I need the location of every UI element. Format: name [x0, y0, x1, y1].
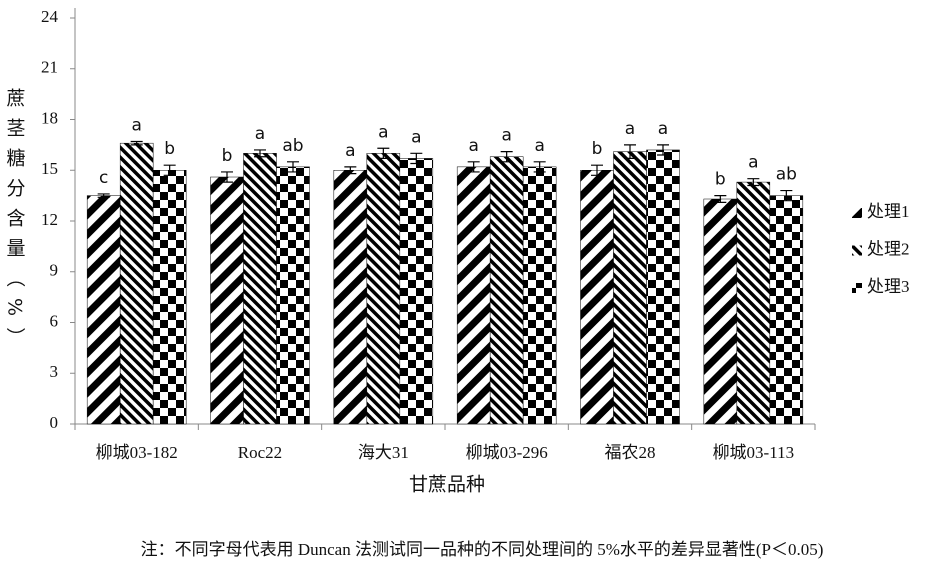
- significance-letter: a: [345, 141, 355, 161]
- legend-label: 处理3: [867, 277, 910, 296]
- significance-letter: b: [164, 139, 175, 159]
- significance-letter: a: [468, 136, 478, 156]
- legend-swatch: [852, 208, 862, 218]
- y-tick-label: 21: [41, 58, 58, 77]
- significance-letter: ab: [776, 165, 797, 185]
- y-tick-label: 12: [41, 210, 58, 229]
- bar: [366, 153, 401, 425]
- x-tick-label: 柳城03-182: [96, 443, 178, 462]
- error-bar: [747, 178, 760, 187]
- bar: [399, 158, 434, 425]
- y-tick-label: 6: [50, 311, 59, 330]
- x-tick-label: Roc22: [238, 443, 282, 462]
- note: 注：不同字母代表用 Duncan 法测试同一品种的不同处理间的 5%水平的差异显…: [141, 540, 824, 559]
- bar: [769, 195, 804, 425]
- bar: [703, 198, 738, 425]
- bar: [243, 153, 277, 425]
- bar: [456, 166, 491, 425]
- legend-swatch: [852, 245, 862, 256]
- significance-letter: a: [501, 126, 511, 146]
- significance-letter: a: [534, 136, 544, 156]
- significance-letter: b: [715, 170, 726, 190]
- y-axis-label: 蔗茎糖分含量（%）: [4, 88, 26, 357]
- error-bar: [221, 171, 233, 183]
- bar: [580, 170, 614, 425]
- bar: [119, 142, 154, 425]
- error-bar: [130, 140, 143, 146]
- error-bar: [97, 193, 110, 198]
- significance-letter: b: [222, 146, 233, 166]
- x-axis-label: 甘蔗品种: [409, 474, 485, 496]
- error-bar: [714, 195, 727, 203]
- x-tick-label: 柳城03-296: [466, 443, 548, 462]
- y-tick-label: 3: [50, 362, 59, 381]
- significance-letter: b: [592, 139, 603, 159]
- error-bar: [344, 166, 357, 175]
- y-tick-label: 9: [50, 261, 59, 280]
- bar: [522, 166, 557, 425]
- error-bar: [467, 161, 480, 173]
- error-bar: [254, 149, 266, 158]
- bar: [333, 170, 368, 425]
- error-bar: [287, 161, 299, 173]
- x-tick-label: 福农28: [605, 443, 656, 462]
- error-bar: [377, 147, 390, 160]
- bar: [646, 149, 680, 425]
- bar: [489, 156, 524, 425]
- legend-label: 处理2: [867, 239, 910, 258]
- bar: [736, 181, 771, 425]
- y-tick-label: 18: [41, 108, 58, 127]
- significance-letter: ab: [282, 136, 303, 156]
- error-bar: [780, 189, 793, 202]
- significance-letter: a: [411, 127, 421, 147]
- error-bar: [657, 144, 669, 156]
- error-bar: [533, 161, 546, 173]
- error-bar: [624, 144, 636, 160]
- significance-letter: a: [255, 124, 265, 144]
- x-tick-label: 海大31: [358, 443, 409, 462]
- y-tick-label: 0: [50, 413, 59, 432]
- bar: [86, 195, 121, 425]
- bar: [276, 166, 310, 425]
- legend-label: 处理1: [867, 202, 910, 221]
- significance-letter: a: [378, 122, 388, 142]
- bar: [210, 176, 244, 425]
- y-tick-label: 24: [41, 7, 59, 26]
- significance-letter: c: [99, 168, 108, 188]
- bar: [613, 151, 647, 425]
- error-bar: [500, 151, 513, 163]
- significance-letter: a: [131, 115, 141, 135]
- significance-letter: a: [748, 153, 758, 173]
- error-bar: [163, 164, 176, 176]
- significance-letter: a: [658, 119, 668, 139]
- y-tick-label: 15: [41, 159, 58, 178]
- bar: [152, 170, 187, 425]
- legend-swatch: [852, 283, 862, 293]
- significance-letter: a: [625, 119, 635, 139]
- error-bar: [410, 152, 423, 165]
- x-tick-label: 柳城03-113: [713, 443, 795, 462]
- error-bar: [591, 164, 603, 176]
